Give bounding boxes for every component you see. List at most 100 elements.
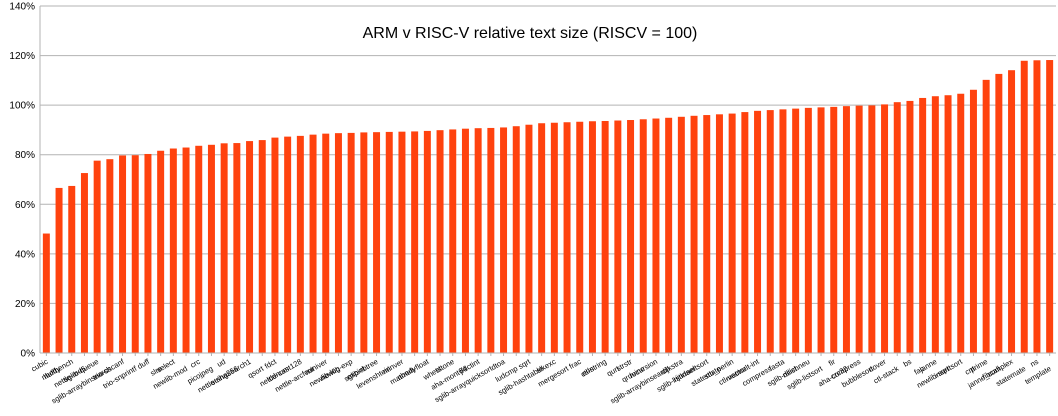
bar bbox=[93, 160, 101, 353]
bar bbox=[347, 132, 355, 353]
bar bbox=[893, 102, 901, 353]
bar bbox=[360, 132, 368, 353]
bar bbox=[614, 120, 622, 353]
bar bbox=[919, 97, 927, 353]
bar bbox=[754, 110, 762, 354]
x-tick-label: fac bbox=[912, 364, 925, 377]
x-tick-label: ctl-string bbox=[579, 357, 608, 379]
bar bbox=[233, 143, 241, 353]
bar bbox=[207, 144, 215, 353]
y-tick-label: 40% bbox=[15, 249, 35, 260]
bar bbox=[665, 117, 673, 353]
bar bbox=[627, 120, 635, 353]
bar bbox=[296, 135, 304, 353]
bar bbox=[474, 128, 482, 353]
y-tick-label: 100% bbox=[9, 101, 35, 112]
bar bbox=[957, 93, 965, 354]
y-tick-label: 140% bbox=[9, 2, 35, 13]
bar bbox=[436, 130, 444, 353]
bar bbox=[1033, 60, 1041, 354]
bar bbox=[868, 105, 876, 353]
bar bbox=[639, 119, 647, 353]
bar bbox=[677, 116, 685, 353]
bar bbox=[741, 112, 749, 353]
bar bbox=[271, 137, 279, 353]
bar bbox=[1008, 70, 1016, 353]
bar bbox=[830, 106, 838, 353]
bar bbox=[246, 141, 254, 353]
bar bbox=[703, 115, 711, 353]
y-tick-label: 60% bbox=[15, 200, 35, 211]
y-tick-label: 0% bbox=[21, 349, 36, 360]
bar bbox=[525, 124, 533, 353]
bar bbox=[601, 121, 609, 354]
bar bbox=[195, 145, 203, 353]
bar bbox=[500, 127, 508, 353]
x-tick-label: st bbox=[433, 363, 443, 374]
bar bbox=[1020, 60, 1028, 353]
bar bbox=[512, 126, 520, 353]
y-axis: 0% 20% 40% 60% 80% 100% 120% 140% bbox=[9, 2, 41, 360]
bar bbox=[284, 136, 292, 353]
bar bbox=[423, 130, 431, 353]
bar bbox=[779, 109, 787, 353]
bar bbox=[309, 134, 317, 353]
bar bbox=[42, 233, 50, 353]
bar bbox=[385, 131, 393, 353]
bar bbox=[1046, 60, 1054, 353]
bar bbox=[449, 129, 457, 353]
y-tick-label: 120% bbox=[9, 51, 35, 62]
bar bbox=[119, 155, 127, 353]
bar bbox=[817, 107, 825, 354]
bar bbox=[220, 143, 228, 353]
bar bbox=[855, 105, 863, 353]
bar bbox=[995, 73, 1003, 354]
bar bbox=[550, 122, 558, 353]
bar bbox=[461, 128, 469, 353]
bar bbox=[68, 185, 76, 353]
bar bbox=[131, 155, 139, 353]
bar bbox=[881, 104, 889, 353]
bar bbox=[169, 148, 177, 353]
bar bbox=[969, 89, 977, 354]
x-tick-label: ud bbox=[215, 357, 227, 369]
x-tick-label: bs bbox=[902, 357, 914, 369]
bar bbox=[690, 115, 698, 353]
x-tick-label: template bbox=[1023, 364, 1052, 386]
bar bbox=[563, 122, 571, 354]
bar bbox=[588, 121, 596, 353]
bar bbox=[322, 133, 330, 353]
bar bbox=[157, 150, 165, 353]
bar bbox=[906, 100, 914, 353]
bar bbox=[258, 140, 266, 353]
x-tick-label: ns bbox=[1029, 357, 1041, 369]
bar bbox=[106, 159, 114, 353]
x-tick-label: crc bbox=[189, 357, 202, 370]
chart-title: ARM v RISC-V relative text size (RISCV =… bbox=[363, 25, 698, 42]
y-tick-label: 20% bbox=[15, 299, 35, 310]
bar bbox=[411, 131, 419, 353]
bar bbox=[931, 96, 939, 353]
x-axis: cubicnbodyhuffbenchnettle-md5sglib-queue… bbox=[30, 352, 1056, 405]
y-tick-label: 80% bbox=[15, 150, 35, 161]
bar bbox=[944, 95, 952, 353]
bar bbox=[842, 106, 850, 354]
bar bbox=[80, 173, 88, 353]
bar bbox=[373, 132, 381, 353]
bar bbox=[715, 114, 723, 353]
bar bbox=[728, 113, 736, 353]
x-tick-label: fir bbox=[827, 357, 837, 368]
bar bbox=[182, 147, 190, 353]
bar bbox=[804, 107, 812, 353]
gridlines bbox=[40, 5, 1056, 354]
bar bbox=[487, 127, 495, 354]
bar bbox=[55, 187, 63, 353]
bar bbox=[982, 79, 990, 354]
bar bbox=[652, 118, 660, 353]
bar bbox=[576, 121, 584, 353]
bar bbox=[398, 131, 406, 353]
bar bbox=[334, 133, 342, 353]
bar bbox=[766, 110, 774, 353]
